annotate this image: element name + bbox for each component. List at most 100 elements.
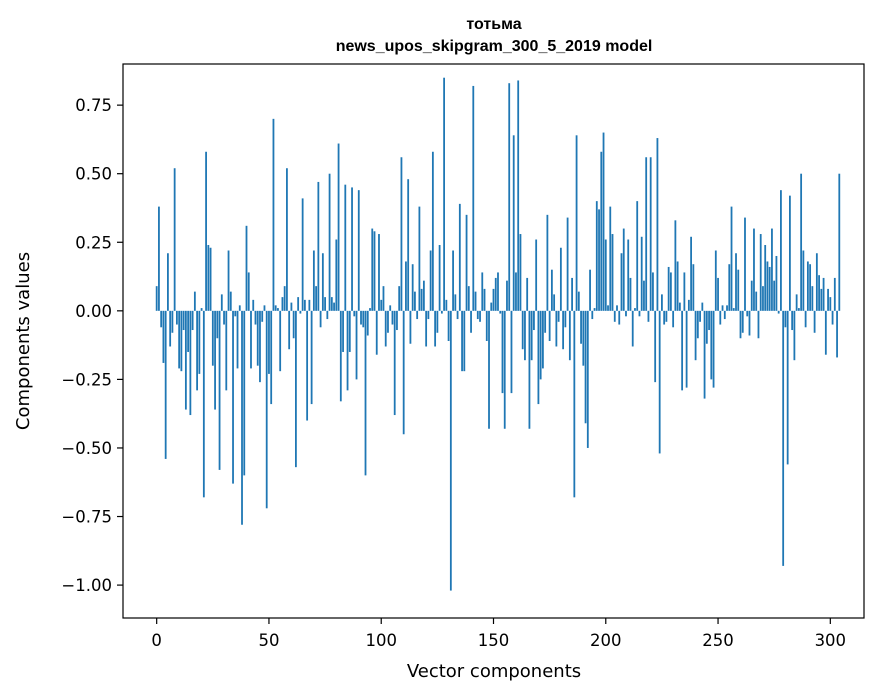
bar-164 <box>524 310 526 361</box>
bar-263 <box>746 310 749 317</box>
bar-193 <box>589 269 591 311</box>
bar-303 <box>836 310 838 358</box>
bar-169 <box>535 239 538 311</box>
bar-81 <box>337 143 340 311</box>
bar-87 <box>351 187 353 311</box>
bar-95 <box>369 308 371 311</box>
bar-242 <box>699 310 701 322</box>
bar-238 <box>690 236 692 311</box>
bar-152 <box>497 272 499 311</box>
bar-219 <box>647 310 650 322</box>
bar-296 <box>820 288 823 311</box>
bar-181 <box>562 310 565 350</box>
bar-173 <box>544 310 547 333</box>
bar-102 <box>384 310 387 347</box>
bar-254 <box>726 305 728 311</box>
bar-191 <box>584 310 587 424</box>
bar-243 <box>701 302 704 311</box>
bar-2 <box>160 310 163 328</box>
bar-123 <box>431 151 434 311</box>
bar-246 <box>708 310 710 331</box>
bar-184 <box>568 310 571 361</box>
bar-284 <box>793 310 796 361</box>
bar-136 <box>461 310 463 372</box>
bar-170 <box>537 310 540 405</box>
bar-260 <box>739 310 742 339</box>
bar-192 <box>586 310 589 448</box>
bar-12 <box>182 310 185 331</box>
bar-42 <box>250 310 252 369</box>
bar-198 <box>600 151 603 311</box>
bar-215 <box>638 310 641 317</box>
bar-113 <box>409 310 412 344</box>
y-tick-label: −0.25 <box>61 370 112 389</box>
bar-221 <box>652 272 654 311</box>
bar-232 <box>676 261 679 311</box>
bar-267 <box>755 291 758 311</box>
bar-80 <box>335 239 338 311</box>
bar-274 <box>771 228 773 311</box>
bar-251 <box>719 310 722 325</box>
bar-187 <box>575 135 578 311</box>
bar-114 <box>411 264 414 311</box>
bar-223 <box>656 138 659 311</box>
bar-110 <box>402 310 405 435</box>
bar-9 <box>175 310 178 325</box>
bar-46 <box>259 310 261 383</box>
bar-125 <box>436 310 439 333</box>
y-axis-ticks: 0.75 0.50 0.25 0.00 −0.25 −0.50 −0.75 −1.00 <box>61 96 123 595</box>
bar-280 <box>784 310 787 328</box>
bar-237 <box>687 299 690 311</box>
bar-60 <box>290 302 293 311</box>
bar-57 <box>283 286 286 311</box>
bar-175 <box>548 310 551 341</box>
bar-270 <box>762 286 764 311</box>
bar-41 <box>247 272 250 311</box>
bar-53 <box>274 305 277 311</box>
bar-182 <box>564 310 567 328</box>
bar-49 <box>265 310 268 509</box>
x-axis-label: Vector components <box>407 661 581 682</box>
bar-104 <box>389 305 392 311</box>
bar-7 <box>171 310 174 333</box>
bar-118 <box>420 288 423 311</box>
bar-264 <box>748 310 751 336</box>
bar-115 <box>414 291 416 311</box>
bar-220 <box>649 157 652 311</box>
bar-295 <box>818 275 820 311</box>
bar-72 <box>317 181 320 311</box>
bar-158 <box>510 310 513 394</box>
bar-283 <box>791 310 794 331</box>
bar-247 <box>710 310 713 380</box>
bar-297 <box>822 277 825 311</box>
bar-180 <box>559 247 562 311</box>
bar-166 <box>528 310 531 429</box>
bar-31 <box>225 310 228 391</box>
bar-14 <box>187 310 190 352</box>
y-tick-label: 0.00 <box>75 302 112 321</box>
bar-56 <box>281 297 284 311</box>
bar-100 <box>380 299 383 311</box>
bar-293 <box>813 310 816 333</box>
bar-289 <box>804 310 807 328</box>
bar-141 <box>472 85 475 311</box>
bar-233 <box>678 302 681 311</box>
bar-299 <box>827 288 829 311</box>
bar-160 <box>515 272 517 311</box>
bar-151 <box>494 277 497 311</box>
bar-256 <box>730 206 733 311</box>
bar-234 <box>681 310 684 391</box>
bar-22 <box>205 151 207 311</box>
bar-76 <box>326 310 329 320</box>
bar-119 <box>422 280 425 311</box>
bar-224 <box>658 310 661 454</box>
bar-61 <box>292 310 295 339</box>
bar-278 <box>780 190 782 311</box>
bar-235 <box>683 272 686 311</box>
bar-229 <box>669 272 672 311</box>
x-tick-label: 250 <box>702 631 734 650</box>
bar-34 <box>232 310 234 484</box>
bar-79 <box>333 302 335 311</box>
bar-91 <box>360 310 362 325</box>
bar-88 <box>353 310 356 317</box>
